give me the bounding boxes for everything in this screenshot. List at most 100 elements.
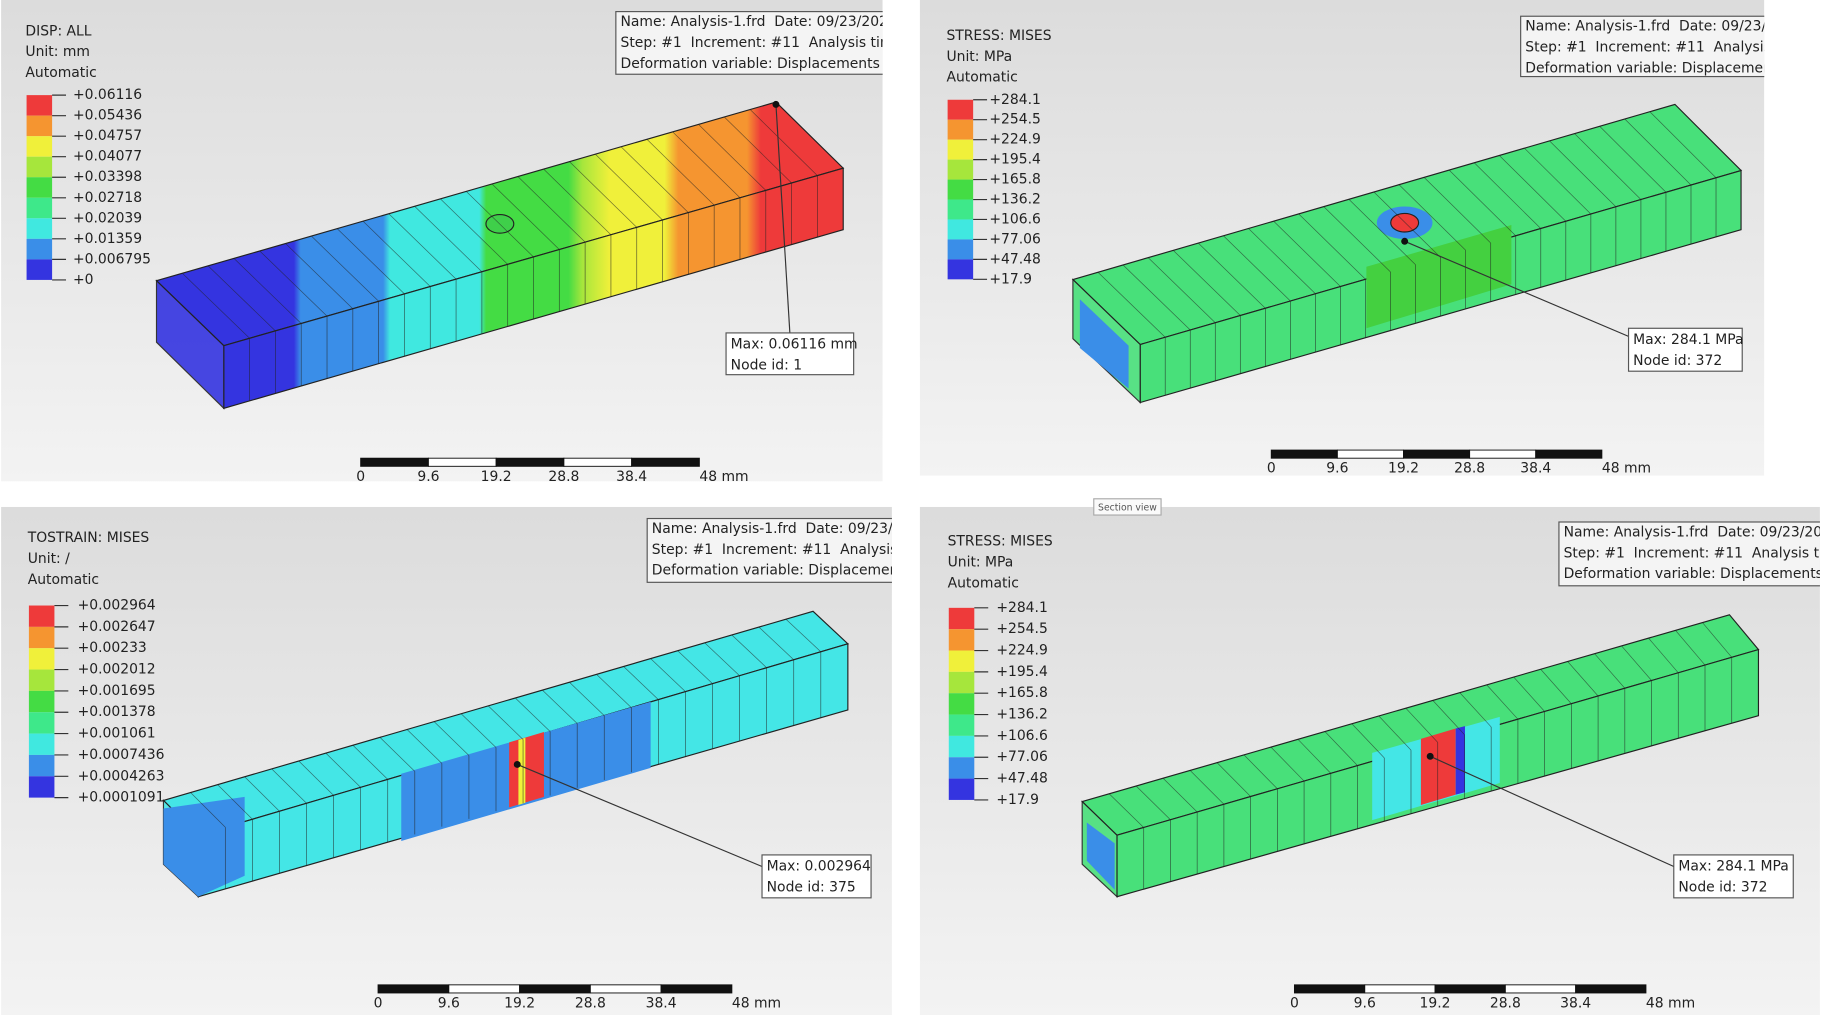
callout-pointer	[513, 760, 521, 768]
legend-swatch	[28, 733, 55, 755]
scale-label: 19.2	[1388, 461, 1419, 477]
callout-pointer	[772, 100, 780, 108]
scale-segment	[1293, 984, 1366, 994]
scale-label: 9.6	[1326, 461, 1348, 477]
mesh-line	[677, 650, 713, 684]
legend-label: +0.06116	[73, 87, 142, 103]
legend-label: +224.9	[996, 643, 1047, 659]
scale-segment	[631, 457, 700, 467]
legend-swatch	[26, 136, 53, 157]
mesh-line	[517, 176, 586, 243]
legend-swatch	[948, 629, 975, 651]
info-line: Name: Analysis-1.frd Date: 09/23/2	[652, 521, 902, 537]
scale-label: 38.4	[616, 469, 647, 485]
callout-line: Max: 0.002964	[767, 859, 871, 875]
mesh-line	[1097, 272, 1166, 338]
legend-swatch	[947, 259, 974, 280]
scale-segment	[1575, 984, 1647, 994]
viewport: STRESS: MISES Unit: MPa Automatic +284.1 +25…	[919, 0, 1806, 477]
scale-label: 0	[356, 469, 365, 485]
mesh-line	[1459, 692, 1492, 728]
legend-label: +0.02039	[73, 210, 142, 226]
mesh-line	[1549, 140, 1617, 208]
scale-label: 9.6	[1354, 995, 1376, 1011]
scale-segment	[1469, 449, 1537, 459]
mesh-line	[1599, 126, 1667, 193]
legend-label: +224.9	[989, 132, 1040, 148]
legend-label: +165.8	[996, 685, 1047, 701]
legend-title: STRESS: MISES	[948, 534, 1053, 550]
mesh-line	[285, 243, 354, 309]
hot-strip	[1455, 726, 1465, 795]
mesh-line	[1594, 653, 1626, 689]
scale-label: 28.8	[548, 469, 579, 485]
viewport: DISP: ALL Unit: mm Automatic +0.06116 +0.054…	[1, 0, 900, 485]
info-line: Step: #1 Increment: #11 Analysis time	[1525, 40, 1806, 56]
mesh-line	[271, 768, 307, 804]
legend-unit: Unit: MPa	[946, 49, 1012, 65]
mesh-line	[1378, 715, 1412, 751]
legend-label: +136.2	[996, 707, 1047, 723]
legend-label: +0.02718	[73, 190, 142, 206]
scale-segment	[1270, 449, 1338, 459]
legend-swatch	[947, 159, 974, 180]
legend-swatch	[948, 735, 975, 758]
info-line: Step: #1 Increment: #11 Analysis ti	[652, 542, 911, 558]
legend-label: +0.001378	[78, 704, 156, 720]
mesh-line	[1273, 220, 1341, 287]
scale-label: 0	[1267, 461, 1276, 477]
mesh-line	[336, 228, 405, 295]
mesh-line	[749, 109, 818, 176]
mesh-line	[704, 642, 740, 676]
mesh-line	[1675, 630, 1706, 666]
mesh-line	[388, 213, 457, 280]
hot-strip	[518, 737, 526, 806]
mesh-line	[698, 124, 767, 191]
legend-label: +77.06	[989, 231, 1040, 247]
legend-swatch	[28, 776, 55, 798]
mesh-line	[1574, 133, 1642, 200]
legend-label: +195.4	[996, 664, 1048, 680]
info-line: Name: Analysis-1.frd Date: 09/23/202	[1564, 524, 1821, 540]
mesh-line	[1298, 213, 1366, 280]
legend-label: +284.1	[989, 92, 1040, 108]
mesh-line	[1248, 228, 1316, 295]
mesh-line	[298, 760, 334, 796]
legend-label: +0.002964	[78, 598, 156, 614]
mesh-line	[433, 721, 470, 756]
callout-pointer	[1426, 752, 1434, 760]
scale-label: 38.4	[646, 995, 677, 1011]
mesh-line	[1621, 645, 1652, 681]
mesh-line	[620, 146, 689, 213]
legend-swatch	[28, 669, 55, 691]
scale-segment	[448, 984, 521, 994]
scale-segment	[563, 457, 633, 467]
mesh-line	[515, 697, 551, 732]
mesh-line	[1189, 770, 1225, 805]
mesh-line	[362, 220, 431, 287]
legend-swatch	[947, 99, 974, 120]
scale-segment	[377, 984, 450, 994]
end-patch	[1079, 299, 1129, 389]
scale-segment	[1403, 449, 1471, 459]
legend-label: +0.04757	[73, 128, 142, 144]
low-strain	[163, 796, 245, 897]
model	[162, 610, 849, 899]
mesh-line	[352, 745, 388, 780]
model	[1071, 103, 1743, 404]
mesh-line	[1702, 622, 1732, 658]
hot-strip	[1420, 728, 1456, 806]
legend-mode: Automatic	[25, 65, 96, 81]
scale-segment	[660, 984, 733, 994]
model	[155, 101, 845, 410]
info-line: Deformation variable: Displacements D	[621, 56, 900, 72]
callout-box	[1627, 327, 1743, 372]
callout-box	[761, 854, 872, 899]
info-line: Deformation variable: Displacements	[1564, 566, 1821, 582]
legend-label: +0	[73, 272, 94, 288]
legend-swatch	[947, 179, 974, 200]
mesh-line	[1324, 731, 1358, 766]
legend-swatch	[26, 259, 53, 280]
info-box	[646, 517, 892, 583]
callout-pointer	[1401, 237, 1409, 245]
